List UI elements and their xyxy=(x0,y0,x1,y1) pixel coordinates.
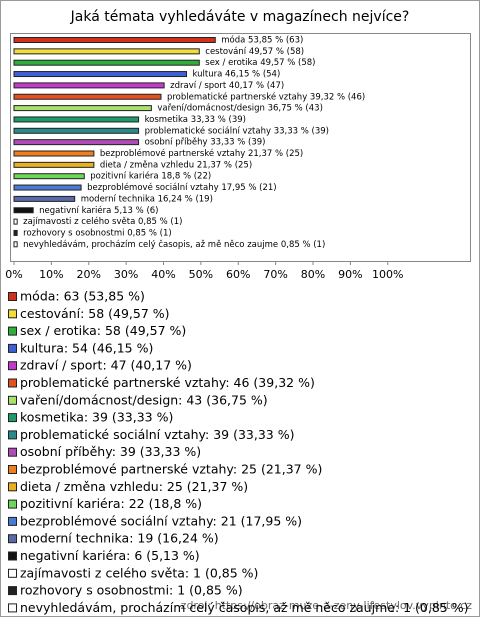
bar xyxy=(13,105,152,112)
chart-title: Jaká témata vyhledáváte v magazínech nej… xyxy=(70,9,410,25)
bar xyxy=(13,218,18,225)
x-tick-label: 40% xyxy=(151,268,175,281)
value-label: bezproblémové partnerské vztahy 21,37 % … xyxy=(100,148,303,159)
value-label: bezproblémové sociální vztahy 17,95 % (2… xyxy=(87,182,277,193)
legend-label: rozhovory s osobnostmi: 1 (0,85 %) xyxy=(20,583,243,598)
value-label: dieta / změna vzhledu 21,37 % (25) xyxy=(100,160,252,170)
value-label: kultura 46,15 % (54) xyxy=(192,70,280,80)
source: zdroj: https://obraz-muze-a-zeny-lifesty… xyxy=(181,599,473,612)
legend-label: sex / erotika: 58 (49,57 %) xyxy=(20,323,186,338)
value-label: pozitivní kariéra 18,8 % (22) xyxy=(90,171,211,182)
value-label: rozhovory s osobnostmi 0,85 % (1) xyxy=(23,228,172,238)
bar xyxy=(13,207,34,214)
legend-label: pozitivní kariéra: 22 (18,8 %) xyxy=(20,496,202,511)
bar xyxy=(13,139,140,146)
legend-swatch xyxy=(8,413,17,423)
value-label: problematické sociální vztahy 33,33 % (3… xyxy=(145,125,329,136)
x-tick-label: 50% xyxy=(189,268,213,281)
value-label: nevyhledávám, procházím celý časopis, až… xyxy=(23,239,325,250)
legend-swatch xyxy=(8,516,17,526)
legend-label: cestování: 58 (49,57 %) xyxy=(20,306,170,321)
bar xyxy=(13,93,162,100)
legend-swatch xyxy=(8,378,17,388)
legend-label: problematické partnerské vztahy: 46 (39,… xyxy=(20,375,315,390)
legend-label: bezproblémové sociální vztahy: 21 (17,95… xyxy=(20,513,302,528)
legend-label: zajímavosti z celého světa: 1 (0,85 %) xyxy=(20,565,258,580)
legend-label: vaření/domácnost/design: 43 (36,75 %) xyxy=(20,392,268,407)
bar xyxy=(13,82,165,89)
legend-swatch xyxy=(8,343,17,353)
legend-swatch xyxy=(8,326,17,336)
legend-swatch xyxy=(8,447,17,457)
bar xyxy=(13,127,140,134)
bar xyxy=(13,48,200,55)
legend-swatch xyxy=(8,586,17,596)
legend-swatch xyxy=(8,534,17,544)
bar xyxy=(13,161,95,168)
legend-swatch xyxy=(8,292,17,301)
x-tick-label: 100% xyxy=(372,268,403,281)
x-tick-label: 80% xyxy=(301,268,325,281)
legend-label: osobní příběhy: 39 (33,33 %) xyxy=(20,444,201,459)
bar xyxy=(13,184,82,191)
legend-label: kultura: 54 (46,15 %) xyxy=(20,340,153,355)
value-label: problematické partnerské vztahy 39,32 % … xyxy=(167,91,365,102)
legend-label: móda: 63 (53,85 %) xyxy=(20,289,145,304)
legend-label: zdraví / sport: 47 (40,17 %) xyxy=(20,358,192,373)
bar xyxy=(13,150,95,157)
legend-label: problematické sociální vztahy: 39 (33,33… xyxy=(20,427,294,442)
legend-swatch xyxy=(8,499,17,509)
value-label: móda 53,85 % (63) xyxy=(221,35,303,46)
value-label: osobní příběhy 33,33 % (39) xyxy=(145,138,266,148)
value-label: moderní technika 16,24 % (19) xyxy=(81,194,213,204)
legend-swatch xyxy=(8,309,17,319)
value-label: negativní kariéra 5,13 % (6) xyxy=(39,205,158,216)
bar xyxy=(13,37,216,43)
legend-label: nevyhledávám, procházím celý časopis, až… xyxy=(20,600,469,615)
value-label: sex / erotika 49,57 % (58) xyxy=(205,58,315,68)
x-tick-label: 20% xyxy=(77,268,101,281)
x-tick-label: 10% xyxy=(39,268,63,281)
bar xyxy=(13,229,18,236)
legend-swatch xyxy=(8,551,17,561)
bar xyxy=(13,241,18,248)
legend-swatch xyxy=(8,430,17,440)
legend-label: moderní technika: 19 (16,24 %) xyxy=(20,531,219,546)
legend-label: negativní kariéra: 6 (5,13 %) xyxy=(20,548,200,563)
bar xyxy=(13,71,187,78)
x-tick-label: 70% xyxy=(263,268,287,281)
legend-swatch xyxy=(8,482,17,492)
legend-swatch xyxy=(8,603,17,613)
legend-label: dieta / změna vzhledu: 25 (21,37 %) xyxy=(20,479,248,494)
x-tick-label: 30% xyxy=(114,268,138,281)
value-label: zajímavosti z celého světa 0,85 % (1) xyxy=(23,216,182,227)
bar xyxy=(13,195,76,202)
x-tick-label: 90% xyxy=(338,268,362,281)
legend-swatch xyxy=(8,361,17,371)
x-tick-label: 60% xyxy=(226,268,250,281)
bar xyxy=(13,173,85,180)
value-label: vaření/domácnost/design 36,75 % (43) xyxy=(157,104,323,114)
legend-swatch xyxy=(8,568,17,578)
value-label: kosmetika 33,33 % (39) xyxy=(145,115,246,125)
legend-swatch xyxy=(8,465,17,474)
bar xyxy=(13,59,200,66)
value-label: cestování 49,57 % (58) xyxy=(205,47,304,57)
bar xyxy=(13,116,140,123)
legend-label: kosmetika: 39 (33,33 %) xyxy=(20,410,173,425)
x-tick-label: 0% xyxy=(5,268,22,281)
legend-label: bezproblémové partnerské vztahy: 25 (21,… xyxy=(20,462,322,477)
legend-swatch xyxy=(8,395,17,405)
value-label: zdraví / sport 40,17 % (47) xyxy=(170,81,284,91)
